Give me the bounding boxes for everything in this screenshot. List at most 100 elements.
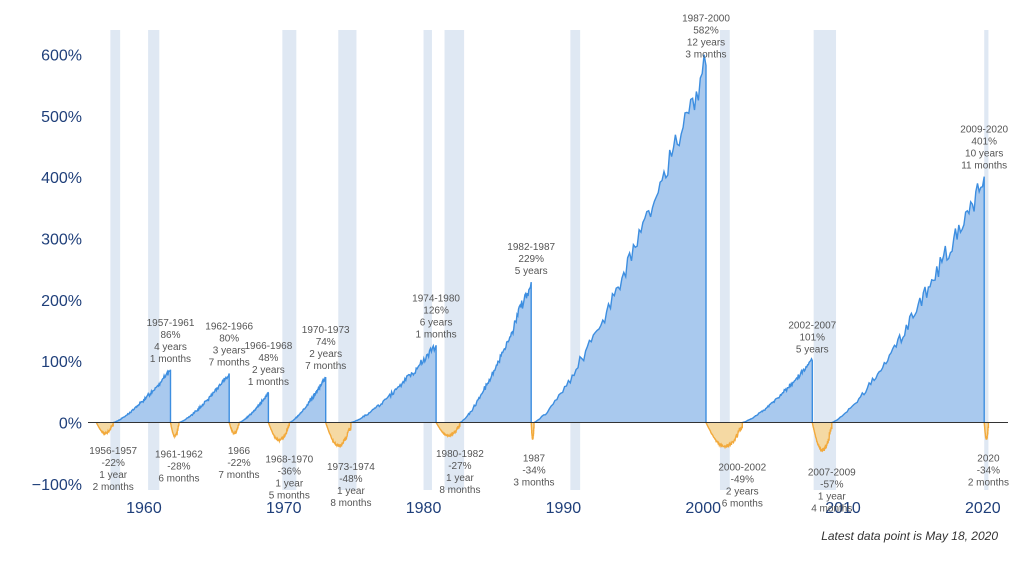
label-line: 1 year <box>337 486 365 497</box>
label-line: 126% <box>423 305 449 316</box>
bear-market-label: 1956-1957 -22% 1 year 2 months <box>89 446 137 493</box>
label-line: 101% <box>800 333 826 344</box>
label-line: 2009-2020 <box>960 125 1008 136</box>
bull-market-label: 1970-1973 74% 2 years 7 months <box>302 325 350 372</box>
label-line: 1970-1973 <box>302 325 350 336</box>
bull-market-line <box>459 281 532 424</box>
label-line: 5 years <box>796 345 829 356</box>
label-line: 3 months <box>685 50 726 61</box>
x-axis-ticks: 1960 1970 1980 1990 2000 2010 2020 <box>126 500 1001 517</box>
bull-market-area <box>742 358 813 423</box>
label-line: 8 months <box>330 498 371 509</box>
bear-market-area <box>706 422 743 448</box>
bull-market-label: 1987-2000 582% 12 years 3 months <box>682 14 730 61</box>
bear-market-line <box>811 422 833 453</box>
label-line: 2 years <box>252 365 285 376</box>
label-line: 74% <box>316 337 336 348</box>
label-line: 1961-1962 <box>155 450 203 461</box>
bear-market-area <box>436 422 460 437</box>
label-line: 1966-1968 <box>244 341 292 352</box>
bear-market-label: 2000-2002 -49% 2 years 6 months <box>718 463 766 510</box>
bear-market-label: 1968-1970 -36% 1 year 5 months <box>265 455 313 502</box>
bear-market-line <box>169 422 180 440</box>
x-tick-label: 2000 <box>685 500 721 517</box>
label-line: 2 years <box>726 487 759 498</box>
label-line: 1 months <box>248 377 289 388</box>
latest-data-note: Latest data point is May 18, 2020 <box>821 529 998 543</box>
label-line: 1 months <box>150 354 191 365</box>
bear-market-label: 1987 -34% 3 months <box>513 453 554 488</box>
label-line: 5 months <box>269 491 310 502</box>
bull-market-area <box>534 54 706 423</box>
label-line: -28% <box>167 462 190 473</box>
label-line: -34% <box>522 465 545 476</box>
bull-market-line <box>831 176 985 424</box>
x-tick-label: 1980 <box>406 500 442 517</box>
label-line: 10 years <box>965 149 1003 160</box>
bull-market-area <box>239 392 269 423</box>
label-line: 8 months <box>439 485 480 496</box>
recession-band <box>984 30 989 490</box>
bull-market-area <box>289 377 326 423</box>
recession-band <box>719 30 730 490</box>
label-line: 1987-2000 <box>682 14 730 25</box>
label-line: 2007-2009 <box>808 468 856 479</box>
recession-band <box>148 30 160 490</box>
bear-market-area <box>170 422 179 437</box>
y-tick-label: 600% <box>41 48 82 65</box>
label-line: 582% <box>693 26 719 37</box>
label-line: -36% <box>278 467 301 478</box>
label-line: 1980-1982 <box>436 449 484 460</box>
label-line: 86% <box>160 330 180 341</box>
bull-market-line <box>350 343 437 424</box>
bull-market-label: 1962-1966 80% 3 years 7 months <box>205 322 253 369</box>
bear-market-label: 1966 -22% 7 months <box>218 446 259 481</box>
y-tick-label: 0% <box>59 416 82 433</box>
label-line: 48% <box>258 353 278 364</box>
recession-band <box>444 30 465 490</box>
bull-market-area <box>350 345 437 423</box>
label-line: 229% <box>518 254 544 265</box>
bull-market-area <box>113 369 171 423</box>
bear-market-line <box>983 422 990 440</box>
bull-market-line <box>113 369 172 424</box>
label-line: 2 months <box>93 482 134 493</box>
bear-market-line <box>95 422 114 436</box>
bear-market-label: 2007-2009 -57% 1 year 4 months <box>808 468 856 515</box>
label-line: 1 months <box>416 329 457 340</box>
bull-market-label: 1982-1987 229% 5 years <box>507 242 555 277</box>
bull-market-line <box>533 54 707 424</box>
recession-band <box>338 30 357 490</box>
label-line: 7 months <box>305 361 346 372</box>
bear-market-label: 1980-1982 -27% 1 year 8 months <box>436 449 484 496</box>
label-line: 2000-2002 <box>718 463 766 474</box>
label-line: 1 year <box>818 492 846 503</box>
x-tick-label: 1970 <box>266 500 302 517</box>
bull-market-label: 1957-1961 86% 4 years 1 months <box>147 318 195 365</box>
bull-market-label: 2009-2020 401% 10 years 11 months <box>960 125 1008 172</box>
bull-market-label: 1974-1980 126% 6 years 1 months <box>412 293 460 340</box>
bear-market-line <box>325 422 352 449</box>
label-line: -22% <box>227 458 250 469</box>
label-line: 12 years <box>687 38 725 49</box>
label-line: 7 months <box>209 358 250 369</box>
bear-market-label: 1973-1974 -48% 1 year 8 months <box>327 462 375 509</box>
bull-market-line <box>178 373 230 424</box>
label-line: 1 year <box>99 470 127 481</box>
bull-market-line <box>239 391 270 424</box>
label-line: 2 months <box>968 477 1009 488</box>
label-line: 5 years <box>515 266 548 277</box>
label-line: 4 months <box>811 504 852 515</box>
label-line: -48% <box>339 474 362 485</box>
bear-market-label: 2020 -34% 2 months <box>968 453 1009 488</box>
bear-market-area <box>325 422 351 448</box>
label-line: -27% <box>448 461 471 472</box>
label-line: 1974-1980 <box>412 293 460 304</box>
bull-market-area <box>178 373 230 423</box>
label-line: 1973-1974 <box>327 462 375 473</box>
label-line: 7 months <box>218 470 259 481</box>
label-line: 1982-1987 <box>507 242 555 253</box>
y-tick-label: 400% <box>41 170 82 187</box>
